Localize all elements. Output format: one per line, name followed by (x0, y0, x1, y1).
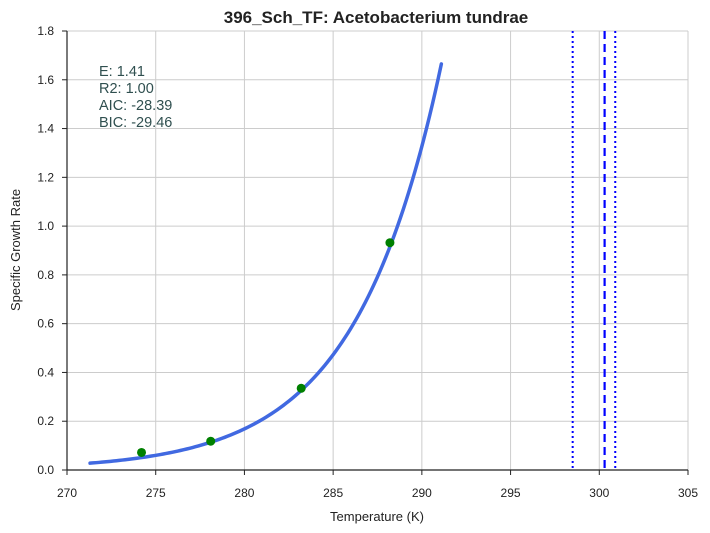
x-tick-label: 275 (146, 486, 166, 500)
y-tick-label: 1.6 (37, 73, 54, 87)
x-tick-label: 295 (501, 486, 521, 500)
chart-title: 396_Sch_TF: Acetobacterium tundrae (224, 8, 529, 27)
grid-layer (66, 30, 689, 471)
y-axis-label: Specific Growth Rate (8, 189, 23, 311)
x-tick-labels: 270 275 280 285 290 295 300 305 (57, 486, 698, 500)
stat-aic: AIC: -28.39 (99, 98, 172, 114)
observation-point (296, 383, 306, 393)
x-tick-label: 280 (234, 486, 254, 500)
y-tick-label: 0.6 (37, 317, 54, 331)
reference-lines (571, 31, 617, 470)
y-tick-label: 1.4 (37, 122, 54, 136)
x-tick-label: 290 (412, 486, 432, 500)
y-tick-label: 0.4 (37, 365, 54, 379)
y-tick-label: 1.0 (37, 219, 54, 233)
fit-curve (88, 62, 444, 465)
observation-point (385, 238, 395, 248)
y-tick-labels: 0.0 0.2 0.4 0.6 0.8 1.0 1.2 1.4 1.6 1.8 (37, 24, 54, 477)
x-tick-label: 270 (57, 486, 77, 500)
fit-curve-layer (88, 62, 444, 465)
observation-points (137, 238, 395, 457)
axes (62, 30, 689, 475)
stat-r2: R2: 1.00 (99, 81, 154, 97)
observation-point (137, 447, 147, 457)
y-tick-label: 0.2 (37, 414, 54, 428)
stat-bic: BIC: -29.46 (99, 115, 172, 131)
y-tick-label: 1.8 (37, 24, 54, 38)
observation-point (206, 436, 216, 446)
x-tick-label: 305 (678, 486, 698, 500)
x-axis-label: Temperature (K) (330, 509, 424, 524)
y-tick-label: 1.2 (37, 170, 54, 184)
x-tick-label: 285 (323, 486, 343, 500)
y-tick-label: 0.0 (37, 463, 54, 477)
x-tick-label: 300 (589, 486, 609, 500)
stat-e: E: 1.41 (99, 64, 145, 80)
fit-stats: E: 1.41 R2: 1.00 AIC: -28.39 BIC: -29.46 (99, 64, 172, 131)
y-tick-label: 0.8 (37, 268, 54, 282)
